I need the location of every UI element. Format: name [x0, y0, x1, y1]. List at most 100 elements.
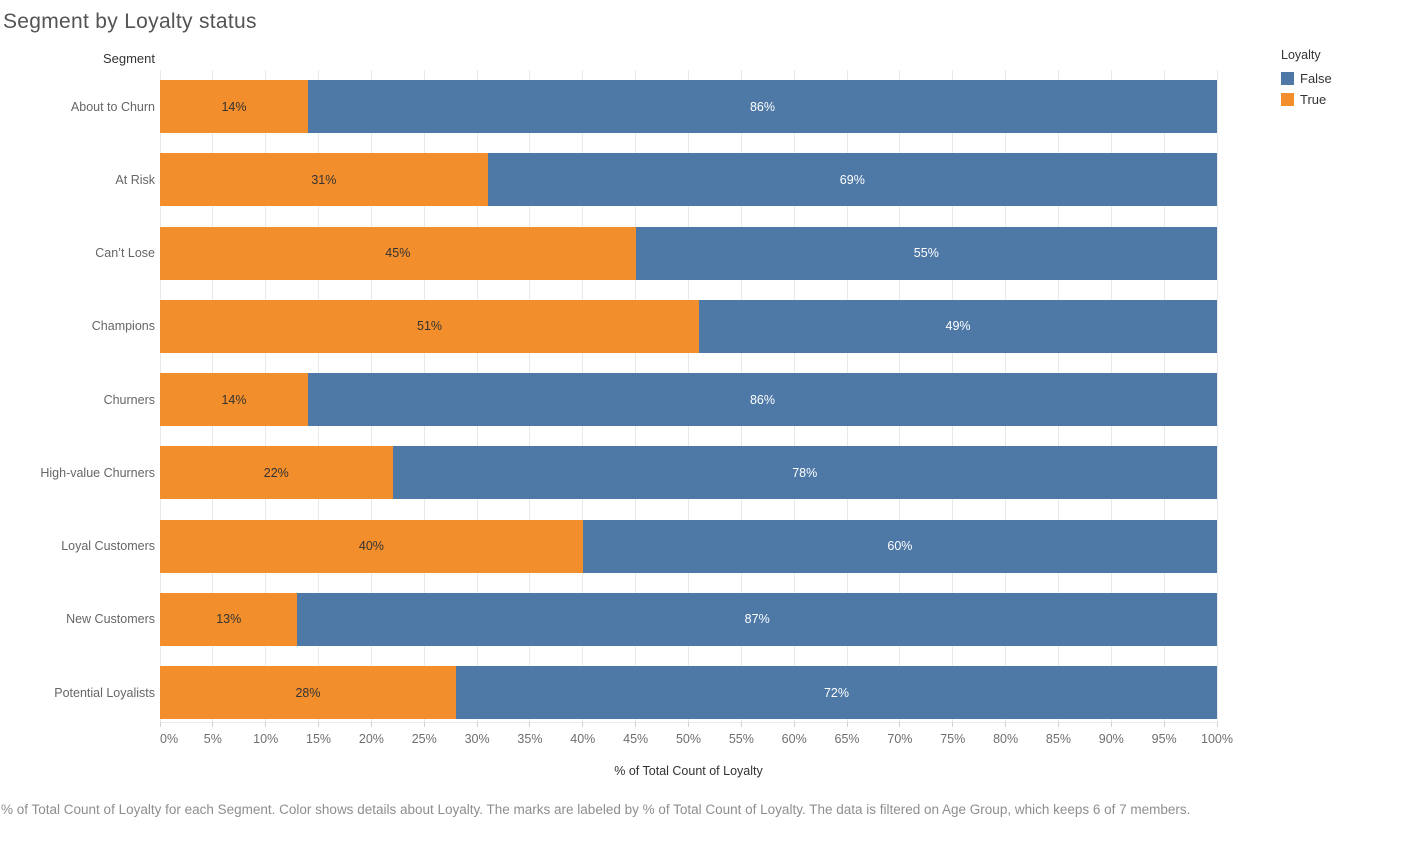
bar-segment-true[interactable]: 13% [160, 592, 298, 646]
legend-item-true[interactable]: True [1281, 89, 1332, 110]
x-tick-label-15: 15% [306, 732, 332, 746]
x-tick-mark-40 [582, 722, 584, 727]
x-axis: 0% 5% 10% 15% 20% 25% 30% 35% 40% 45% 50% 55% 60% 65%… [159, 722, 1233, 756]
bar-row: 45% 55% [160, 226, 1217, 280]
legend-swatch-true [1281, 93, 1294, 106]
x-tick-mark-35 [529, 722, 531, 727]
x-tick-label-65: 65% [834, 732, 860, 746]
x-tick-label-0: 0% [160, 732, 179, 746]
bar-segment-false[interactable]: 60% [582, 519, 1217, 573]
row-axis-header: Segment [102, 51, 155, 66]
bar-value-label: 51% [417, 319, 443, 334]
bar-value-label: 40% [358, 539, 384, 553]
x-tick-mark-5 [212, 722, 214, 727]
bar-value-label: 86% [749, 392, 775, 407]
bar-segment-true[interactable]: 51% [160, 299, 700, 353]
bar-row: 40% 60% [160, 519, 1217, 573]
bar-segment-true[interactable]: 22% [160, 446, 393, 500]
category-label[interactable]: Churners [103, 392, 155, 407]
x-tick-mark-15 [318, 722, 320, 727]
x-tick-mark-45 [635, 722, 637, 727]
x-tick-label-40: 40% [570, 732, 596, 746]
bar-segment-false[interactable]: 72% [455, 666, 1217, 719]
x-tick-label-10: 10% [253, 732, 279, 746]
x-tick-label-95: 95% [1151, 732, 1177, 746]
x-tick-label-20: 20% [358, 732, 384, 746]
chart-title: Segment by Loyalty status [3, 10, 257, 33]
category-label[interactable]: Loyal Customers [61, 539, 155, 553]
bar-row: 51% 49% [160, 299, 1217, 353]
bar-segment-false[interactable]: 87% [297, 592, 1217, 646]
x-tick-mark-80 [1005, 722, 1007, 727]
category-label[interactable]: High-value Churners [40, 465, 155, 480]
x-tick-label-90: 90% [1098, 732, 1124, 746]
x-tick-mark-30 [476, 722, 478, 727]
legend-item-false[interactable]: False [1281, 68, 1332, 89]
bar-segment-true[interactable]: 45% [160, 226, 636, 280]
legend: Loyalty False True [1281, 48, 1332, 110]
bar-row: 13% 87% [160, 592, 1217, 646]
category-label[interactable]: Champions [91, 319, 155, 334]
x-tick-label-45: 45% [623, 732, 649, 746]
category-label[interactable]: Potential Loyalists [54, 685, 155, 700]
x-tick-mark-10 [265, 722, 267, 727]
x-tick-mark-60 [793, 722, 795, 727]
bar-row: 31% 69% [160, 153, 1217, 207]
bar-value-label: 87% [744, 612, 770, 627]
bar-value-label: 45% [385, 246, 411, 260]
bar-value-label: 86% [749, 99, 775, 114]
bar-segment-false[interactable]: 86% [307, 373, 1217, 426]
legend-swatch-false [1281, 72, 1294, 85]
bar-segment-true[interactable]: 31% [160, 153, 488, 207]
bar-value-label: 69% [839, 172, 865, 187]
plot-pane: 14% 86% 31% 69% 45% 55% 51% 49% 14% 86% 22% 78% 40% 6… [159, 70, 1218, 723]
category-label[interactable]: About to Churn [70, 99, 155, 114]
bar-value-label: 31% [311, 172, 337, 187]
bar-value-label: 60% [887, 539, 913, 553]
bar-segment-false[interactable]: 49% [699, 299, 1217, 353]
bar-row: 14% 86% [160, 373, 1217, 426]
legend-label: True [1300, 92, 1327, 107]
x-tick-mark-100 [1216, 722, 1218, 727]
bar-segment-false[interactable]: 78% [392, 446, 1217, 500]
x-tick-mark-70 [899, 722, 901, 727]
x-tick-label-75: 75% [940, 732, 966, 746]
bar-segment-false[interactable]: 86% [307, 80, 1217, 133]
x-tick-label-80: 80% [993, 732, 1019, 746]
bar-value-label: 13% [216, 612, 242, 627]
bar-row: 22% 78% [160, 446, 1217, 500]
bar-segment-false[interactable]: 55% [635, 226, 1217, 280]
bar-value-label: 22% [263, 465, 289, 480]
bar-segment-true[interactable]: 14% [160, 373, 308, 426]
x-tick-label-5: 5% [203, 732, 222, 746]
bar-row: 28% 72% [160, 666, 1217, 719]
x-tick-mark-50 [688, 722, 689, 727]
bar-value-label: 14% [221, 99, 247, 114]
x-tick-label-50: 50% [675, 732, 702, 746]
category-label[interactable]: At Risk [115, 172, 155, 187]
bar-value-label: 72% [823, 685, 849, 700]
x-tick-mark-75 [952, 722, 954, 727]
bar-segment-false[interactable]: 69% [487, 153, 1217, 207]
bar-segment-true[interactable]: 14% [160, 80, 308, 133]
x-tick-mark-55 [740, 722, 742, 727]
legend-title: Loyalty [1281, 48, 1321, 62]
category-label[interactable]: New Customers [66, 612, 155, 627]
gridline-100 [1216, 70, 1218, 722]
category-label[interactable]: Can’t Lose [95, 246, 155, 260]
bar-value-label: 28% [295, 685, 321, 700]
bar-segment-true[interactable]: 40% [160, 519, 583, 573]
bar-segment-true[interactable]: 28% [160, 666, 456, 719]
x-tick-mark-95 [1163, 722, 1165, 727]
x-tick-label-70: 70% [887, 732, 913, 746]
bar-row: 14% 86% [160, 80, 1217, 133]
x-tick-label-100: 100% [1201, 732, 1233, 746]
bar-value-label: 78% [792, 465, 818, 480]
x-tick-mark-65 [846, 722, 848, 727]
x-tick-label-30: 30% [464, 732, 490, 746]
x-tick-mark-0 [159, 722, 161, 727]
x-tick-mark-25 [423, 722, 425, 727]
bar-value-label: 49% [945, 319, 971, 334]
x-tick-mark-20 [370, 722, 372, 727]
